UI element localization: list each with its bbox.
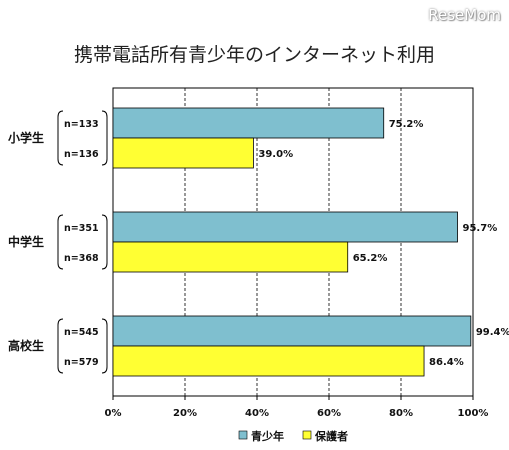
- bar: [112, 315, 472, 347]
- sample-size-label: n=136: [64, 149, 99, 160]
- data-label: 39.0%: [258, 149, 293, 160]
- data-label: 75.2%: [389, 119, 424, 130]
- x-tick-label: 100%: [458, 408, 489, 419]
- group-label: 高校生: [8, 338, 44, 353]
- legend-swatch: [238, 430, 248, 440]
- bar: [112, 211, 458, 243]
- x-tick-label: 20%: [173, 408, 197, 419]
- group-bracket: [57, 318, 64, 374]
- data-label: 99.4%: [476, 327, 509, 338]
- legend-label: 青少年: [251, 429, 284, 443]
- group-bracket: [101, 214, 108, 270]
- x-tick-label: 40%: [245, 408, 269, 419]
- bar: [112, 241, 349, 273]
- bar: [112, 107, 385, 139]
- sample-size-label: n=133: [64, 119, 99, 130]
- data-label: 95.7%: [463, 223, 498, 234]
- x-tick-label: 60%: [317, 408, 341, 419]
- legend-label: 保護者: [314, 429, 348, 443]
- group-bracket: [101, 110, 108, 166]
- group-label: 中学生: [8, 234, 44, 249]
- group-bracket: [57, 110, 64, 166]
- sample-size-label: n=351: [64, 223, 99, 234]
- bar: [112, 345, 425, 377]
- group-label: 小学生: [8, 130, 44, 145]
- group-bracket: [101, 318, 108, 374]
- x-tick-label: 0%: [105, 408, 122, 419]
- sample-size-label: n=368: [64, 253, 99, 264]
- sample-size-label: n=545: [64, 327, 99, 338]
- data-label: 65.2%: [353, 253, 388, 264]
- group-bracket: [57, 214, 64, 270]
- x-tick-label: 80%: [389, 408, 413, 419]
- chart-title: 携帯電話所有青少年のインターネット利用: [73, 44, 435, 66]
- legend-swatch: [302, 430, 312, 440]
- sample-size-label: n=579: [64, 357, 99, 368]
- data-label: 86.4%: [429, 357, 464, 368]
- watermark-logo: ReseMom: [428, 6, 501, 24]
- bar: [112, 137, 254, 169]
